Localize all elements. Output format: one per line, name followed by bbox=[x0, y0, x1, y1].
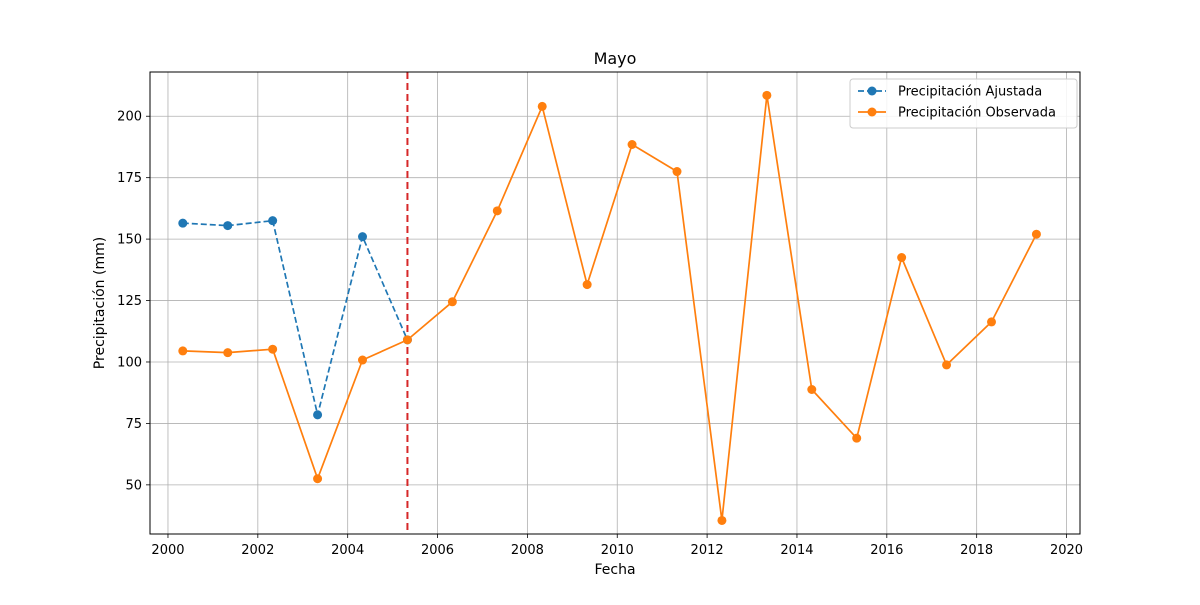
y-tick-label: 150 bbox=[117, 233, 142, 248]
series-line-0 bbox=[182, 219, 409, 416]
x-tick-label: 2010 bbox=[601, 543, 634, 558]
x-tick-label: 2016 bbox=[870, 543, 903, 558]
series-1-point bbox=[492, 206, 502, 216]
series-1-point bbox=[268, 344, 278, 354]
series-1-point bbox=[627, 139, 637, 149]
series-group bbox=[178, 90, 1041, 525]
x-axis-label: Fecha bbox=[594, 562, 635, 578]
series-1-point bbox=[807, 385, 817, 395]
x-tick-label: 2002 bbox=[241, 543, 274, 558]
series-0-point bbox=[268, 216, 278, 226]
x-tick-label: 2020 bbox=[1050, 543, 1083, 558]
y-tick-label: 200 bbox=[117, 110, 142, 125]
series-1-point bbox=[762, 90, 772, 100]
series-1-point bbox=[358, 355, 368, 365]
x-tick-label: 2012 bbox=[691, 543, 724, 558]
series-0-point bbox=[358, 232, 368, 242]
plot-frame bbox=[149, 71, 1081, 535]
series-1-point bbox=[537, 101, 547, 111]
y-tick-label: 75 bbox=[125, 417, 142, 432]
legend-swatch-marker-ajustada bbox=[867, 86, 877, 96]
y-tick-label: 125 bbox=[117, 294, 142, 309]
series-1-point bbox=[582, 280, 592, 290]
x-tick-label: 2006 bbox=[421, 543, 454, 558]
series-1-point bbox=[178, 346, 188, 356]
y-axis-label: Precipitación (mm) bbox=[92, 237, 108, 369]
y-tick-label: 175 bbox=[117, 171, 142, 186]
series-1-point bbox=[942, 360, 952, 370]
series-1-point bbox=[1031, 229, 1041, 239]
series-1-point bbox=[897, 253, 907, 263]
series-1-point bbox=[672, 167, 682, 177]
legend-swatch-marker-observada bbox=[867, 107, 877, 117]
series-1-point bbox=[986, 317, 996, 327]
x-tick-label: 2004 bbox=[331, 543, 364, 558]
y-tick-label: 50 bbox=[125, 478, 142, 493]
x-tick-label: 2008 bbox=[511, 543, 544, 558]
series-line-1 bbox=[182, 94, 1038, 522]
series-1-point bbox=[852, 433, 862, 443]
series-0-point bbox=[313, 410, 323, 420]
series-1-point bbox=[313, 474, 323, 484]
x-tick-label: 2018 bbox=[960, 543, 993, 558]
legend: Precipitación Ajustada Precipitación Obs… bbox=[849, 78, 1078, 129]
x-tick-label: 2014 bbox=[780, 543, 813, 558]
grid bbox=[150, 72, 1080, 534]
ticks: 2000 2002 2004 2006 2008 2010 2012 2014 2016 2018… bbox=[117, 110, 1083, 558]
x-tick-label: 2000 bbox=[151, 543, 184, 558]
legend-frame bbox=[849, 78, 1078, 129]
series-0-point bbox=[223, 221, 233, 231]
chart-title: Mayo bbox=[594, 49, 637, 68]
legend-label-observada: Precipitación Observada bbox=[898, 106, 1056, 121]
series-1-point bbox=[717, 515, 727, 525]
series-1-point bbox=[402, 335, 412, 345]
series-1-point bbox=[223, 348, 233, 358]
y-tick-label: 100 bbox=[117, 355, 142, 370]
series-1-point bbox=[447, 297, 457, 307]
legend-label-ajustada: Precipitación Ajustada bbox=[898, 85, 1042, 100]
series-0-point bbox=[178, 218, 188, 228]
